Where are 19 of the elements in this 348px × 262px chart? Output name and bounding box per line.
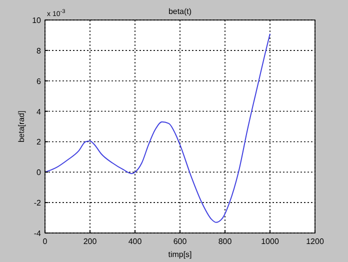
y-tick-label: 2 xyxy=(36,138,42,147)
x-tick-label: 200 xyxy=(83,237,98,246)
y-tick-label: -4 xyxy=(34,229,42,238)
x-tick-label: 0 xyxy=(42,237,48,246)
y-tick-label: 6 xyxy=(36,76,42,86)
x-tick-label: 1200 xyxy=(306,237,324,246)
y-tick-label: 4 xyxy=(36,107,42,116)
line-series xyxy=(44,33,270,223)
x-tick-label: 600 xyxy=(173,237,188,246)
x-tick-label: 400 xyxy=(128,237,142,246)
y-tick-label: -2 xyxy=(34,198,42,208)
y-tick-label: 0 xyxy=(36,168,42,178)
y-axis-title: beta[rad] xyxy=(17,110,26,142)
x-tick-label: 1000 xyxy=(261,237,280,246)
chart-title: beta(t) xyxy=(168,7,192,16)
y-tick-label: 8 xyxy=(36,46,42,56)
y-tick-label: 10 xyxy=(32,16,42,25)
x-axis-title: timp[s] xyxy=(168,250,192,259)
x-tick-label: 800 xyxy=(218,237,232,246)
